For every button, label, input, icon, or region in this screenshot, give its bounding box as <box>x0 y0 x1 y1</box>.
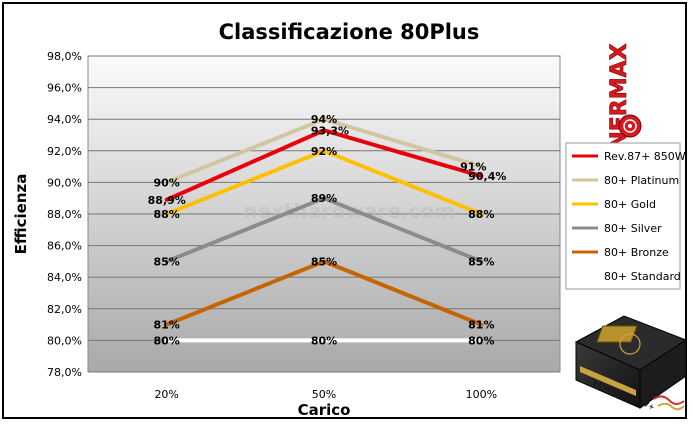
y-tick-label: 80,0% <box>47 334 82 347</box>
product-image: REVOLUTION87+ <box>574 315 688 412</box>
y-tick-label: 84,0% <box>47 271 82 284</box>
data-label: 85% <box>468 255 494 268</box>
y-tick-label: 78,0% <box>47 366 82 379</box>
y-tick-label: 82,0% <box>47 303 82 316</box>
legend-label: 80+ Bronze <box>604 246 669 259</box>
legend-label: 80+ Platinum <box>604 174 679 187</box>
legend-label: 80+ Gold <box>604 198 656 211</box>
data-label: 94% <box>311 113 337 126</box>
legend-label: 80+ Standard <box>604 270 681 283</box>
x-tick-label: 100% <box>466 388 497 401</box>
series-line <box>164 259 484 327</box>
y-tick-label: 88,0% <box>47 208 82 221</box>
legend-label: 80+ Silver <box>604 222 662 235</box>
data-label: 85% <box>153 255 179 268</box>
y-axis-title: Efficienza <box>12 174 30 255</box>
data-label: 85% <box>311 255 337 268</box>
x-axis-title: Carico <box>298 401 351 419</box>
chart-svg: Classificazione 80Plus 78,0% 80,0% 82,0% 84… <box>12 20 688 419</box>
data-label: 88,9% <box>148 194 186 207</box>
data-label: 80% <box>153 334 179 347</box>
chart-title: Classificazione 80Plus <box>219 20 480 44</box>
y-tick-label: 96,0% <box>47 82 82 95</box>
data-label: 90% <box>153 176 179 189</box>
data-label: 92% <box>311 145 337 158</box>
series-lines <box>164 117 484 343</box>
data-label: 88% <box>468 208 494 221</box>
x-tick-label: 20% <box>154 388 178 401</box>
chart-frame: Classificazione 80Plus 78,0% 80,0% 82,0% 84… <box>2 2 688 419</box>
y-tick-label: 92,0% <box>47 145 82 158</box>
y-axis-ticks: 78,0% 80,0% 82,0% 84,0% 86,0% 88,0% 90,0% 92,0%… <box>47 50 82 379</box>
series-line <box>164 128 484 202</box>
y-tick-label: 86,0% <box>47 240 82 253</box>
series-line <box>164 148 484 216</box>
x-axis-ticks: 20% 50% 100% <box>154 388 497 401</box>
y-tick-label: 90,0% <box>47 176 82 189</box>
data-label: 90,4% <box>468 170 506 183</box>
series-line <box>164 196 484 264</box>
data-label: 81% <box>153 319 179 332</box>
legend: Rev.87+ 850W 80+ Platinum 80+ Gold 80+ Silv… <box>565 142 686 290</box>
x-tick-label: 50% <box>312 388 336 401</box>
data-labels: 88,9% 93,3% 90,4% 90% 94% 91% 88% 92% 88% 85% 89% 8… <box>148 113 507 347</box>
data-label: 81% <box>468 319 494 332</box>
watermark: nexthardware.com <box>243 199 455 223</box>
data-label: 89% <box>311 192 337 205</box>
y-tick-label: 98,0% <box>47 50 82 63</box>
data-label: 91% <box>460 161 486 174</box>
data-label: 93,3% <box>311 124 349 137</box>
data-label: 88% <box>153 208 179 221</box>
data-label: 80% <box>468 334 494 347</box>
y-tick-label: 94,0% <box>47 113 82 126</box>
data-label: 80% <box>311 334 337 347</box>
series-line <box>164 117 484 185</box>
legend-label: Rev.87+ 850W <box>604 150 686 163</box>
